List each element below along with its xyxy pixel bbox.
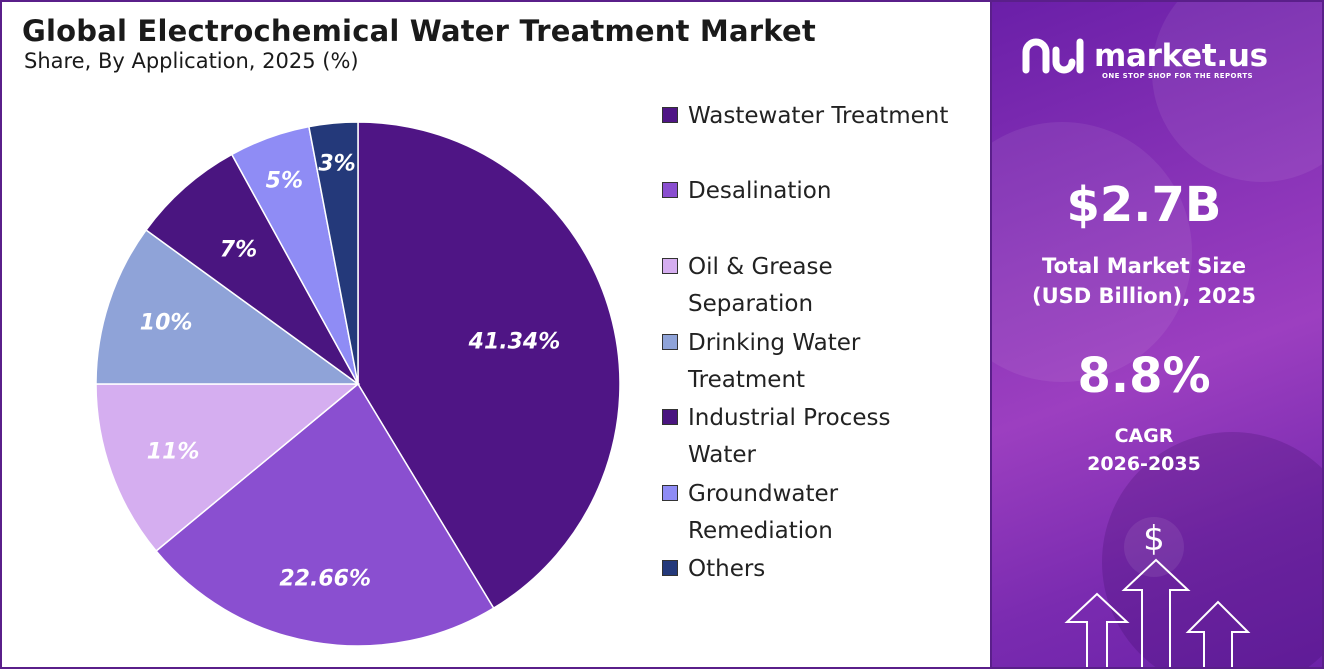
legend-item: Wastewater Treatment (662, 98, 978, 135)
legend-item: Others (662, 551, 978, 588)
legend-label: Wastewater Treatment (688, 98, 978, 135)
legend-label: Drinking Water Treatment (688, 325, 978, 399)
legend-label: Oil & Grease Separation (688, 249, 978, 323)
pie-data-label: 41.34% (468, 329, 561, 354)
legend-label: Others (688, 551, 978, 588)
legend-label-line: Industrial Process (688, 405, 891, 431)
legend-swatch (662, 560, 678, 576)
decor-circle (992, 122, 1192, 382)
legend-label: Desalination (688, 173, 978, 210)
legend-label-line: Water (688, 442, 756, 468)
legend-label-line: Wastewater Treatment (688, 103, 949, 129)
dollar-icon: $ (1143, 519, 1165, 559)
market-size-label-1: Total Market Size (1042, 254, 1246, 278)
summary-panel: market.us ONE STOP SHOP FOR THE REPORTS … (990, 2, 1322, 667)
brand-logo: market.us (1022, 36, 1268, 76)
legend-item: Oil & Grease Separation (662, 249, 978, 323)
market-size-value: $2.7B (1066, 177, 1222, 233)
legend-swatch (662, 485, 678, 501)
pie-data-label: 22.66% (279, 567, 371, 592)
page-subtitle: Share, By Application, 2025 (%) (24, 49, 359, 73)
pie-data-label: 3% (318, 151, 355, 176)
brand-name: market.us (1094, 38, 1268, 74)
legend-label-line: Groundwater (688, 481, 839, 507)
legend-label-line: Separation (688, 291, 814, 317)
legend-swatch (662, 409, 678, 425)
page-title: Global Electrochemical Water Treatment M… (22, 14, 816, 48)
growth-arrows-icon: $ (1064, 517, 1251, 667)
legend-item: Desalination (662, 173, 978, 210)
legend-label-line: Others (688, 556, 766, 582)
legend-label-line: Oil & Grease (688, 254, 833, 280)
market-size-label-2: (USD Billion), 2025 (1031, 284, 1257, 308)
pie-slice-wastewater-treatment (357, 121, 621, 610)
legend-swatch (662, 334, 678, 350)
legend-label-line: Treatment (688, 367, 806, 393)
legend-item: Groundwater Remediation (662, 476, 978, 550)
legend-item: Industrial Process Water (662, 400, 978, 474)
legend-label: Industrial Process Water (688, 400, 978, 474)
pie-slice-desalination (155, 382, 495, 647)
decor-circle (1102, 432, 1322, 667)
legend-swatch (662, 107, 678, 123)
pie-slice-drinking-water-treatment (95, 228, 361, 385)
pie-chart: 41.34% 22.66% 11% 10% 7% 5% 3% (95, 121, 621, 647)
decor-circle (1152, 2, 1322, 182)
chart-panel: Global Electrochemical Water Treatment M… (2, 2, 990, 667)
pie-data-label: 7% (220, 237, 257, 262)
legend-label-line: Remediation (688, 518, 833, 544)
legend-label-line: Drinking Water (688, 330, 861, 356)
cagr-value: 8.8% (1077, 348, 1211, 404)
market-us-logo-icon (1022, 38, 1084, 74)
legend-label: Groundwater Remediation (688, 476, 978, 550)
pie-slice-oil-grease-separation (95, 383, 361, 553)
legend-item: Drinking Water Treatment (662, 325, 978, 399)
pie-slice-industrial-process-water (144, 153, 359, 385)
pie-data-label: 5% (266, 168, 303, 193)
cagr-period: 2026-2035 (1087, 453, 1201, 475)
cagr-label: CAGR (1114, 425, 1174, 447)
legend-label-line: Desalination (688, 178, 832, 204)
pie-data-label: 11% (147, 440, 200, 465)
pie-data-label: 10% (140, 311, 193, 336)
legend-swatch (662, 258, 678, 274)
pie-slice-others (308, 121, 359, 385)
brand-tagline: ONE STOP SHOP FOR THE REPORTS (1102, 72, 1253, 80)
legend-swatch (662, 182, 678, 198)
